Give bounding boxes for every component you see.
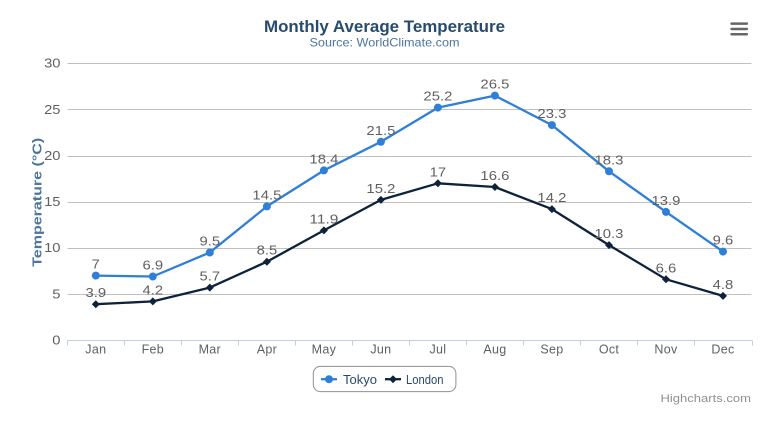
svg-text:14.2: 14.2 xyxy=(537,191,566,205)
svg-text:20: 20 xyxy=(44,149,60,163)
svg-text:14.5: 14.5 xyxy=(252,188,281,202)
svg-text:Jan: Jan xyxy=(85,343,106,357)
svg-text:25: 25 xyxy=(44,103,60,117)
svg-text:17: 17 xyxy=(430,165,447,179)
svg-text:30: 30 xyxy=(44,57,60,71)
svg-text:5: 5 xyxy=(52,287,60,301)
svg-text:Aug: Aug xyxy=(483,343,506,357)
svg-text:25.2: 25.2 xyxy=(423,90,452,104)
svg-text:Monthly Average Temperature: Monthly Average Temperature xyxy=(264,17,505,36)
svg-text:Temperature (°C): Temperature (°C) xyxy=(30,138,45,267)
svg-text:8.5: 8.5 xyxy=(257,244,278,258)
svg-text:Tokyo: Tokyo xyxy=(343,373,377,387)
svg-text:Highcharts.com: Highcharts.com xyxy=(661,393,752,405)
svg-text:Dec: Dec xyxy=(711,343,734,357)
svg-text:London: London xyxy=(406,373,444,387)
svg-text:May: May xyxy=(312,343,337,357)
svg-text:26.5: 26.5 xyxy=(480,78,509,92)
svg-text:15.2: 15.2 xyxy=(366,182,395,196)
svg-text:15: 15 xyxy=(44,195,60,209)
svg-text:Jun: Jun xyxy=(370,343,391,357)
svg-text:Oct: Oct xyxy=(599,343,620,357)
svg-text:4.8: 4.8 xyxy=(713,278,734,292)
svg-text:7: 7 xyxy=(92,258,100,272)
svg-text:16.6: 16.6 xyxy=(480,169,509,183)
svg-text:0: 0 xyxy=(52,334,60,348)
svg-text:10.3: 10.3 xyxy=(595,227,624,241)
svg-text:5.7: 5.7 xyxy=(200,270,221,284)
svg-text:10: 10 xyxy=(44,241,60,255)
svg-text:23.3: 23.3 xyxy=(537,107,566,121)
svg-text:18.3: 18.3 xyxy=(595,153,624,167)
svg-text:21.5: 21.5 xyxy=(366,124,395,138)
svg-text:13.9: 13.9 xyxy=(652,194,681,208)
svg-text:3.9: 3.9 xyxy=(86,286,107,300)
svg-text:Jul: Jul xyxy=(429,343,446,357)
svg-text:4.2: 4.2 xyxy=(143,283,164,297)
svg-text:18.4: 18.4 xyxy=(309,152,338,166)
svg-text:9.6: 9.6 xyxy=(713,234,734,248)
svg-text:Mar: Mar xyxy=(199,343,221,357)
svg-text:9.5: 9.5 xyxy=(200,235,221,249)
svg-text:Nov: Nov xyxy=(654,343,678,357)
svg-text:Sep: Sep xyxy=(540,343,563,357)
svg-text:Source: WorldClimate.com: Source: WorldClimate.com xyxy=(310,36,460,50)
svg-text:11.9: 11.9 xyxy=(309,212,338,226)
svg-text:6.9: 6.9 xyxy=(143,259,164,273)
svg-text:6.6: 6.6 xyxy=(656,261,677,275)
svg-text:Apr: Apr xyxy=(257,343,277,357)
svg-text:Feb: Feb xyxy=(142,343,164,357)
